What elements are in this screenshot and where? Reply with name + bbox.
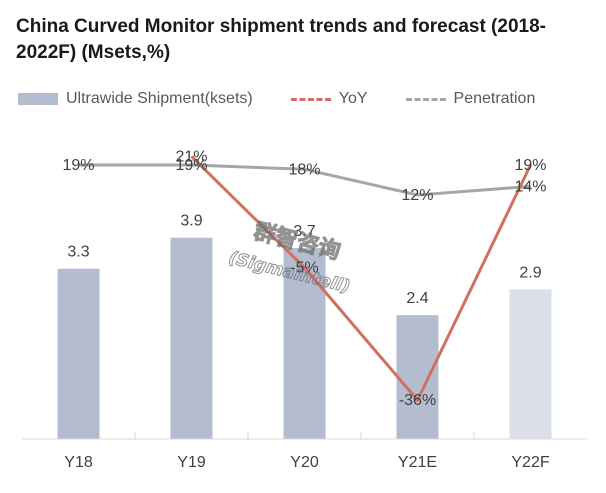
legend-item-shipment: Ultrawide Shipment(ksets) — [18, 90, 253, 108]
bar-label-y22f: 2.9 — [519, 264, 541, 281]
bar-label-y20: 3.7 — [293, 223, 315, 240]
penetration-data-labels: 19% 19% 18% 12% 14% — [62, 157, 546, 204]
bar-series — [57, 237, 552, 439]
bar-y21e — [396, 315, 439, 439]
penetration-label-y18: 19% — [62, 157, 94, 174]
x-tick-label-y19: Y19 — [177, 454, 206, 471]
legend-item-penetration: Penetration — [405, 90, 536, 108]
penetration-polyline — [78, 163, 531, 197]
yoy-line — [190, 155, 532, 402]
penetration-label-y21e: 12% — [401, 187, 433, 204]
bar-y18 — [57, 268, 100, 439]
penetration-label-y22f: 14% — [514, 178, 546, 195]
yoy-label-y21e: -36% — [399, 392, 436, 409]
bar-data-labels: 3.3 3.9 3.7 2.4 2.9 — [67, 213, 541, 307]
x-tick-label-y22f: Y22F — [511, 454, 549, 471]
yoy-label-y19: 21% — [175, 148, 207, 165]
penetration-label-y20: 18% — [288, 161, 320, 178]
x-tick-label-y18: Y18 — [64, 454, 93, 471]
legend: Ultrawide Shipment(ksets) YoY Penetratio… — [18, 88, 535, 110]
x-tick-label-y21e: Y21E — [398, 454, 437, 471]
legend-label-penetration: Penetration — [453, 90, 536, 107]
yoy-data-labels: 21% -5% -36% 19% — [175, 148, 546, 409]
bar-y19 — [170, 237, 213, 439]
legend-swatch-penetration — [405, 97, 446, 101]
bar-label-y18: 3.3 — [67, 244, 89, 261]
bar-label-y19: 3.9 — [180, 213, 202, 230]
legend-swatch-yoy — [290, 97, 331, 101]
penetration-label-y19: 19% — [175, 157, 207, 174]
x-tick-label-y20: Y20 — [290, 454, 319, 471]
bar-label-y21e: 2.4 — [406, 290, 428, 307]
bar-y20 — [283, 248, 326, 439]
x-axis-ticks — [134, 432, 475, 439]
bar-y22f — [509, 289, 552, 439]
yoy-label-y22f: 19% — [514, 157, 546, 174]
legend-label-shipment: Ultrawide Shipment(ksets) — [66, 90, 253, 107]
chart-title: China Curved Monitor shipment trends and… — [16, 16, 546, 63]
yoy-polyline — [190, 155, 532, 402]
yoy-label-y20: -5% — [290, 260, 318, 277]
x-axis-labels: Y18 Y19 Y20 Y21E Y22F — [64, 454, 550, 471]
legend-label-yoy: YoY — [338, 90, 368, 107]
penetration-line — [78, 163, 531, 197]
legend-item-yoy: YoY — [290, 90, 368, 108]
legend-swatch-shipment — [18, 93, 58, 105]
